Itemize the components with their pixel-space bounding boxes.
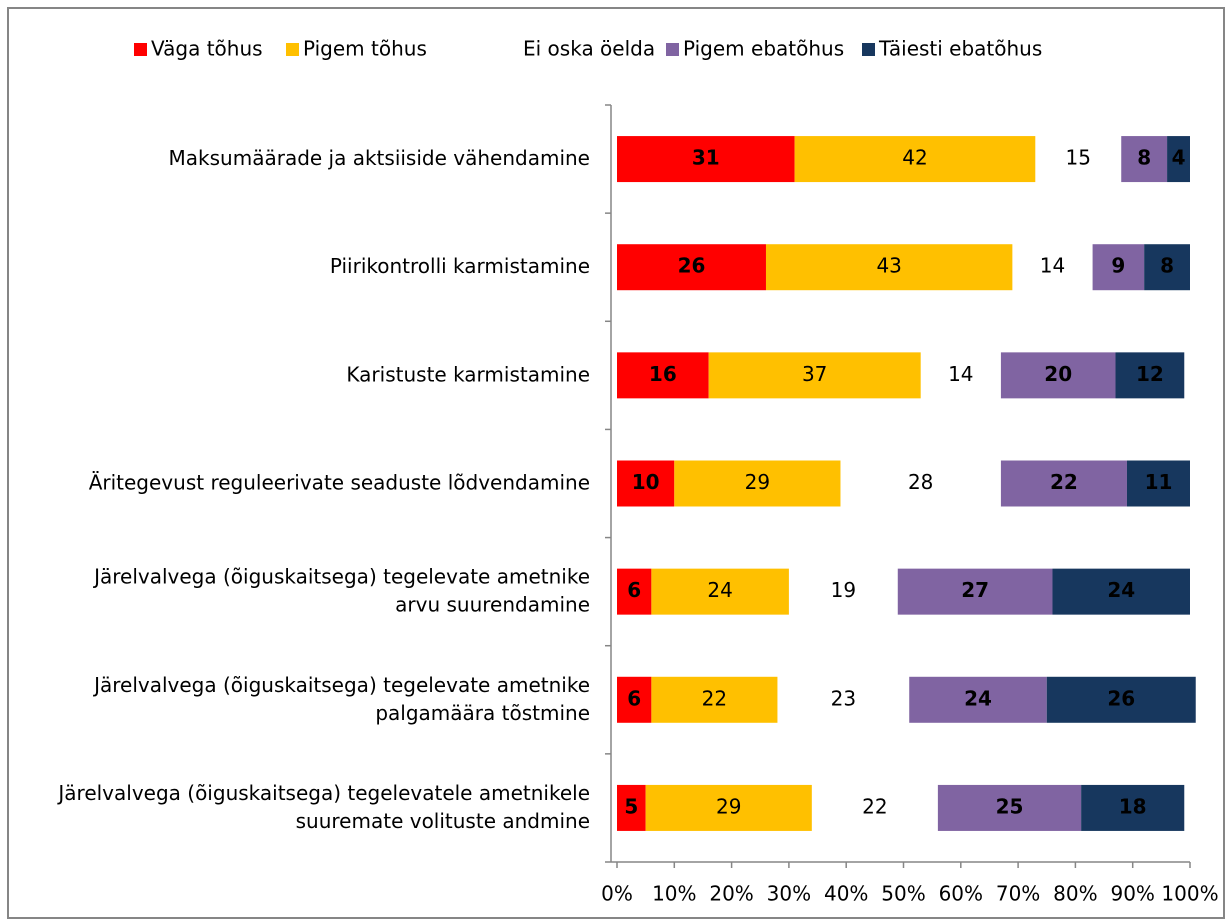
data-label: 24 <box>1107 578 1135 602</box>
legend-label: Pigem ebatõhus <box>683 37 844 61</box>
data-label: 42 <box>902 146 927 170</box>
bar-segment <box>1000 352 1116 399</box>
bar-segment <box>937 784 1082 831</box>
data-label: 29 <box>716 794 741 818</box>
x-tick-label: 60% <box>939 882 983 906</box>
legend-label: Pigem tõhus <box>303 37 427 61</box>
data-label: 10 <box>632 470 660 494</box>
bar-segment <box>617 784 646 831</box>
bar-segment <box>1121 136 1168 183</box>
bar-segment <box>651 568 789 615</box>
data-label: 8 <box>1160 254 1174 278</box>
bar-segment <box>1092 244 1145 291</box>
data-label: 19 <box>831 578 856 602</box>
bar-segment <box>1167 136 1190 183</box>
data-label: 12 <box>1136 362 1164 386</box>
data-label: 14 <box>1040 254 1065 278</box>
data-label: 26 <box>1107 686 1135 710</box>
legend-swatch <box>666 43 679 56</box>
data-label: 22 <box>702 686 727 710</box>
x-tick-label: 0% <box>601 882 633 906</box>
x-tick-label: 70% <box>996 882 1040 906</box>
bar-segment <box>1081 784 1185 831</box>
data-label: 37 <box>802 362 827 386</box>
data-label: 24 <box>964 686 992 710</box>
data-label: 15 <box>1066 146 1091 170</box>
data-label: 5 <box>624 794 638 818</box>
bar-segment <box>645 784 812 831</box>
bar-segment <box>617 568 652 615</box>
category-label: Järelvalvega (õiguskaitsega) tegelevate … <box>92 672 590 724</box>
data-label: 8 <box>1137 146 1151 170</box>
x-tick-label: 80% <box>1053 882 1097 906</box>
data-label: 9 <box>1111 254 1125 278</box>
legend-label: Ei oska öelda <box>523 37 655 61</box>
data-label: 25 <box>996 794 1024 818</box>
data-label: 11 <box>1145 470 1173 494</box>
data-label: 22 <box>1050 470 1078 494</box>
legend-swatch <box>862 43 875 56</box>
category-label: Karistuste karmistamine <box>346 362 590 386</box>
data-label: 16 <box>649 362 677 386</box>
x-tick-label: 20% <box>709 882 753 906</box>
data-label: 18 <box>1119 794 1147 818</box>
bar-segment <box>674 460 841 507</box>
bar-segment <box>617 136 795 183</box>
x-tick-label: 30% <box>767 882 811 906</box>
data-label: 43 <box>876 254 901 278</box>
data-label: 22 <box>862 794 887 818</box>
category-label: Järelvalvega (õiguskaitsega) tegelevate … <box>92 564 590 616</box>
x-tick-label: 90% <box>1110 882 1154 906</box>
bar-segment <box>1144 244 1190 291</box>
category-label: Äritegevust reguleerivate seaduste lõdve… <box>89 470 590 494</box>
category-label: Piirikontrolli karmistamine <box>330 254 590 278</box>
bar-segment <box>765 244 1013 291</box>
bar-segment <box>1000 460 1127 507</box>
legend-label: Täiesti ebatõhus <box>878 37 1042 61</box>
bar-segment <box>617 352 709 399</box>
bar-segment <box>897 568 1053 615</box>
bar-segment <box>909 676 1047 723</box>
x-tick-label: 40% <box>824 882 868 906</box>
data-label: 26 <box>678 254 706 278</box>
data-label: 28 <box>908 470 933 494</box>
bar-segment <box>708 352 921 399</box>
data-label: 24 <box>707 578 732 602</box>
bar-segment <box>1115 352 1185 399</box>
legend-swatch <box>134 43 147 56</box>
legend-swatch <box>286 43 299 56</box>
data-label: 4 <box>1172 146 1186 170</box>
category-label: Järelvalvega (õiguskaitsega) tegelevatel… <box>56 780 590 832</box>
data-label: 20 <box>1044 362 1072 386</box>
bar-segment <box>1046 676 1196 723</box>
x-tick-label: 100% <box>1161 882 1218 906</box>
x-tick-label: 10% <box>652 882 696 906</box>
bar-segment <box>651 676 778 723</box>
data-label: 29 <box>745 470 770 494</box>
bar-segment <box>1126 460 1190 507</box>
bar-segment <box>617 244 766 291</box>
data-label: 31 <box>692 146 720 170</box>
x-tick-label: 50% <box>881 882 925 906</box>
bar-segment <box>617 676 652 723</box>
data-label: 27 <box>961 578 989 602</box>
bar-segment <box>1052 568 1190 615</box>
category-label: Maksumäärade ja aktsiiside vähendamine <box>169 146 590 170</box>
data-label: 6 <box>627 686 641 710</box>
bar-segment <box>794 136 1036 183</box>
legend-label: Väga tõhus <box>151 37 263 61</box>
bar-segment <box>617 460 675 507</box>
data-label: 14 <box>948 362 973 386</box>
data-label: 6 <box>627 578 641 602</box>
data-label: 23 <box>831 686 856 710</box>
